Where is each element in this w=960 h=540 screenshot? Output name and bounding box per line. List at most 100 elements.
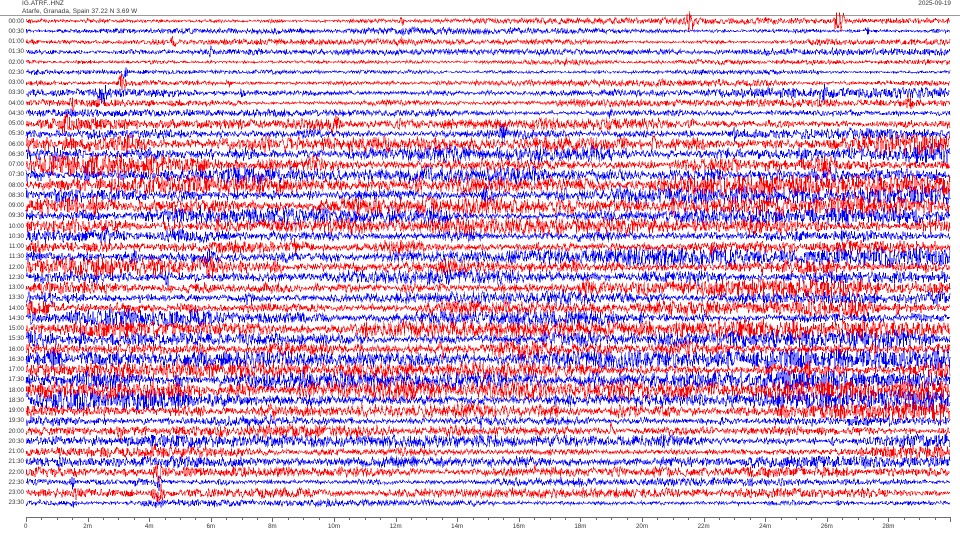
x-axis-minor-tick: [549, 517, 551, 520]
x-axis-minor-tick: [72, 517, 74, 520]
trace-row: 11:00: [0, 236, 960, 258]
x-axis-minor-tick: [934, 517, 936, 520]
x-axis-minor-tick: [842, 517, 844, 520]
x-axis-minor-tick: [657, 517, 659, 520]
trace-row: 04:00: [0, 92, 960, 114]
row-time-label: 01:00: [8, 38, 24, 46]
station-code: IG.ATRF..HNZ: [22, 0, 64, 7]
row-time-label: 14:00: [8, 304, 24, 312]
x-axis-major-tick: [26, 517, 27, 522]
seismic-trace: [25, 307, 951, 329]
row-time-label: 06:00: [8, 140, 24, 148]
x-axis-tick-label: 2m: [83, 523, 92, 530]
x-axis-major-tick: [457, 517, 459, 522]
trace-row: 10:30: [0, 225, 960, 247]
x-axis-major-tick: [888, 517, 890, 522]
row-time-label: 06:30: [8, 150, 24, 158]
row-time-label: 20:00: [8, 427, 24, 435]
seismic-trace: [25, 20, 951, 42]
seismic-trace: [25, 31, 951, 53]
row-time-label: 03:00: [8, 79, 24, 87]
seismic-trace: [25, 61, 951, 83]
row-time-label: 15:30: [8, 335, 24, 343]
seismic-trace: [25, 338, 951, 361]
trace-row: 21:30: [0, 451, 960, 473]
trace-row: 15:00: [0, 317, 960, 340]
row-time-label: 10:30: [8, 232, 24, 240]
x-axis-minor-tick: [180, 517, 181, 520]
x-axis-minor-tick: [103, 517, 104, 520]
trace-row: 01:00: [0, 31, 960, 53]
row-time-label: 15:00: [8, 325, 24, 333]
seismic-trace: [25, 317, 951, 340]
trace-row: 21:00: [0, 441, 960, 463]
x-axis-tick-label: 14m: [451, 523, 464, 530]
trace-row: 23:30: [0, 492, 960, 514]
seismic-trace: [25, 420, 951, 442]
seismic-trace: [25, 236, 951, 258]
x-axis-minor-tick: [411, 517, 412, 520]
seismic-trace: [25, 358, 951, 381]
x-axis-minor-tick: [472, 517, 474, 520]
x-axis-minor-tick: [349, 517, 351, 520]
header-left-block: IG.ATRF..HNZ Atarfe, Granada, Spain 37.2…: [22, 0, 137, 15]
x-axis-minor-tick: [287, 517, 289, 520]
x-axis-tick-label: 10m: [327, 523, 341, 530]
trace-row: 00:00: [0, 10, 960, 32]
seismic-trace: [25, 205, 951, 227]
trace-row: 20:00: [0, 420, 960, 442]
x-axis-tick-label: 28m: [882, 523, 895, 530]
seismic-trace: [25, 245, 951, 268]
x-axis-tick-label: 0: [24, 523, 28, 530]
row-time-label: 03:30: [8, 89, 24, 97]
x-axis-minor-tick: [195, 517, 197, 520]
row-time-label: 14:30: [8, 314, 24, 322]
trace-row: 09:30: [0, 205, 960, 227]
seismic-trace: [25, 102, 951, 124]
row-time-label: 22:30: [8, 478, 24, 486]
helicorder-plot: 00:00 00:30 01:00 01:30 02:00 02:30 03:00 03:30…: [0, 11, 960, 530]
row-time-label: 11:00: [8, 243, 24, 251]
x-axis-minor-tick: [595, 517, 597, 520]
seismic-trace: [25, 369, 951, 391]
x-axis-major-tick: [703, 517, 705, 522]
x-axis-major-tick: [518, 517, 520, 522]
row-time-label: 19:30: [8, 417, 24, 425]
row-time-label: 04:30: [8, 109, 24, 117]
seismic-trace: [25, 255, 951, 278]
seismic-trace: [25, 297, 951, 319]
x-axis-major-tick: [210, 517, 212, 522]
x-axis-minor-tick: [488, 517, 489, 520]
seismic-trace: [25, 82, 951, 104]
trace-row: 19:00: [0, 399, 960, 422]
row-time-label: 08:30: [8, 191, 24, 199]
x-axis-tick-label: 22m: [697, 523, 710, 530]
x-axis-minor-tick: [534, 517, 536, 520]
trace-row: 17:30: [0, 369, 960, 391]
trace-row: 04:30: [0, 102, 960, 124]
x-axis-tick-label: 18m: [574, 523, 587, 530]
trace-row: 02:30: [0, 61, 960, 83]
trace-row: 17:00: [0, 358, 960, 381]
trace-row: 16:30: [0, 348, 960, 371]
x-axis-minor-tick: [303, 517, 305, 520]
station-location: Atarfe, Granada, Spain 37.22 N 3.69 W: [22, 7, 138, 15]
seismic-trace: [25, 277, 951, 299]
row-time-label: 10:00: [8, 222, 24, 230]
row-time-label: 13:00: [8, 284, 24, 292]
trace-row: 03:00: [0, 72, 960, 94]
trace-row: 12:30: [0, 266, 960, 288]
seismic-trace: [25, 482, 951, 504]
row-time-label: 07:00: [8, 161, 24, 169]
seismic-trace: [25, 112, 951, 135]
x-axis-minor-tick: [426, 517, 428, 520]
trace-row: 22:00: [0, 461, 960, 484]
x-axis-major-tick: [642, 517, 643, 522]
seismic-trace: [25, 441, 951, 463]
trace-row: 14:30: [0, 307, 960, 329]
seismic-trace: [25, 348, 951, 371]
seismic-trace: [25, 328, 951, 350]
x-axis-minor-tick: [41, 517, 43, 520]
x-axis-major-tick: [580, 517, 582, 522]
